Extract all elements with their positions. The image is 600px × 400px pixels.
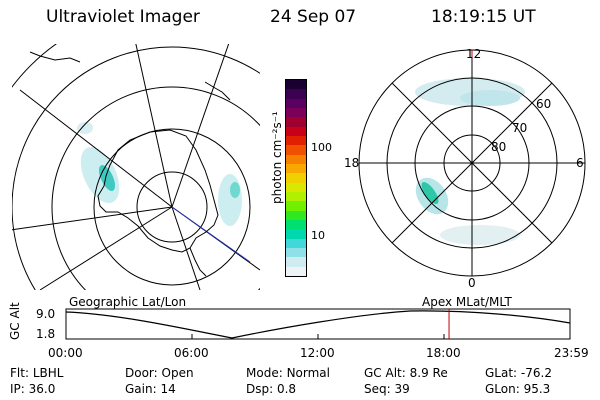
colorbar-segment: [286, 182, 306, 192]
mlt-label-12: 12: [466, 47, 482, 61]
colorbar-segment: [286, 135, 306, 146]
intensity-colorbar: [285, 79, 307, 277]
lat-label-70: 70: [512, 121, 528, 135]
colorbar-unit-label: photon cm⁻²s⁻¹: [270, 111, 284, 204]
colorbar-segment: [286, 117, 306, 127]
colorbar-segment: [286, 163, 306, 174]
colorbar-segment: [286, 201, 306, 211]
colorbar-segment: [286, 257, 306, 267]
status-seq: Seq: 39: [364, 382, 410, 396]
altitude-ytick-max: 9.0: [36, 307, 56, 321]
colorbar-segment: [286, 154, 306, 164]
colorbar-segment: [286, 80, 306, 90]
magnetic-polar-map: [358, 49, 586, 277]
status-dsp: Dsp: 0.8: [246, 382, 297, 396]
colorbar-segment: [286, 210, 306, 220]
colorbar-segment: [286, 173, 306, 183]
colorbar-segment: [286, 89, 306, 99]
colorbar-segment: [286, 107, 306, 118]
status-gc-alt: GC Alt: 8.9 Re: [364, 366, 448, 380]
altitude-xtick-2: 12:00: [300, 346, 335, 360]
colorbar-tick-10: 10: [311, 229, 325, 242]
colorbar-segment: [286, 247, 306, 258]
status-door: Door: Open: [125, 366, 194, 380]
instrument-title: Ultraviolet Imager: [46, 7, 200, 27]
colorbar-tick-100: 100: [311, 141, 332, 154]
status-gain: Gain: 14: [125, 382, 176, 396]
lat-label-60: 60: [536, 97, 552, 111]
apex-caption: Apex MLat/MLT: [422, 295, 512, 309]
colorbar-segment: [286, 238, 306, 248]
time-label: 18:19:15 UT: [431, 7, 536, 27]
status-ip: IP: 36.0: [10, 382, 56, 396]
colorbar-segment: [286, 229, 306, 239]
geographic-caption: Geographic Lat/Lon: [69, 295, 187, 309]
status-mode: Mode: Normal: [246, 366, 330, 380]
colorbar-segment: [286, 98, 306, 108]
altitude-xtick-3: 18:00: [426, 346, 461, 360]
colorbar-segment: [286, 266, 306, 276]
geographic-map-grid: [12, 44, 260, 290]
mlt-label-0: 0: [468, 276, 476, 290]
colorbar-segment: [286, 145, 306, 155]
colorbar-segment: [286, 191, 306, 202]
altitude-xtick-4: 23:59: [554, 346, 589, 360]
altitude-ylabel: GC Alt: [8, 302, 22, 340]
mlt-label-18: 18: [344, 156, 360, 170]
lat-label-80: 80: [491, 140, 507, 154]
colorbar-segment: [286, 126, 306, 136]
colorbar-segment: [286, 219, 306, 230]
date-label: 24 Sep 07: [270, 7, 357, 27]
status-flt: Flt: LBHL: [10, 366, 64, 380]
altitude-xtick-0: 00:00: [48, 346, 83, 360]
mlt-label-6: 6: [576, 156, 584, 170]
altitude-xtick-1: 06:00: [174, 346, 209, 360]
status-glon: GLon: 95.3: [485, 382, 551, 396]
status-glat: GLat: -76.2: [485, 366, 552, 380]
altitude-ytick-min: 1.8: [36, 327, 56, 341]
